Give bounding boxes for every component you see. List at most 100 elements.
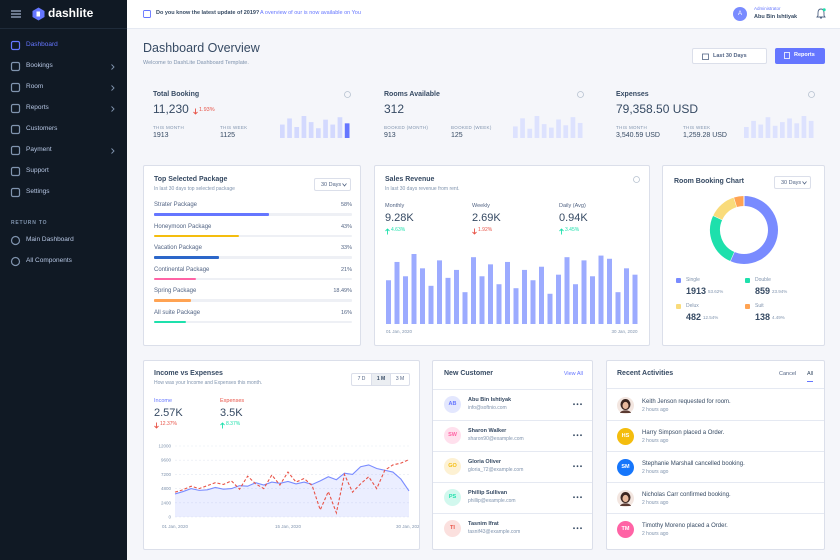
menu-label: Dashboard <box>26 41 58 48</box>
menu-item[interactable]: Support <box>0 165 127 179</box>
user-avatar[interactable]: A <box>733 7 747 21</box>
row-divider <box>607 513 824 514</box>
dropdown-button[interactable]: 30 Days <box>314 178 351 191</box>
notification-bell-icon <box>816 8 826 19</box>
reports-icon <box>784 52 790 59</box>
menu-label: Bookings <box>26 62 53 69</box>
card-subtitle: How was your Income and Expenses this mo… <box>154 380 263 386</box>
menu-item[interactable]: Bookings <box>0 60 127 74</box>
metric-value: 2.69K <box>472 212 501 224</box>
activity-avatar: SM <box>617 459 634 476</box>
date-range-button[interactable]: Last 30 Days <box>692 48 767 64</box>
menu-item[interactable]: Settings <box>0 186 127 200</box>
legend-count: 138 <box>755 312 771 322</box>
menu-icon <box>10 166 21 177</box>
stat-bar <box>520 118 525 138</box>
stat-bar <box>744 127 749 138</box>
range-tab[interactable]: 7 D <box>357 376 366 382</box>
arrow-shape <box>559 227 564 234</box>
card-title: New Customer <box>444 370 494 377</box>
activity-tab[interactable]: All <box>807 371 814 382</box>
dot <box>573 496 575 499</box>
package-percent: 18.49% <box>333 288 352 294</box>
dot <box>576 465 579 468</box>
x-tick-label: 30 Jan, 2020 <box>396 524 420 529</box>
calendar-icon <box>702 53 709 60</box>
photo-body <box>620 410 631 413</box>
dropdown-label: 30 Days <box>781 180 802 186</box>
progress-track <box>154 320 352 323</box>
chevron <box>111 64 115 70</box>
user-photo <box>617 397 634 414</box>
info-circle <box>577 91 584 98</box>
arrow-up-icon <box>220 421 225 428</box>
stat-bar <box>794 123 800 138</box>
card-title: Top Selected Package <box>154 176 228 183</box>
activity-tab[interactable]: Cancel <box>779 371 797 377</box>
progress-track <box>154 256 352 259</box>
menu-icon-shape <box>10 124 21 135</box>
x-tick-label: 01 Jan, 2020 <box>386 329 413 334</box>
activity-text: Stephanie Marshall cancelled booking. <box>642 461 745 467</box>
menu-item[interactable]: Room <box>0 81 127 95</box>
stat-bar <box>323 119 328 138</box>
donut-segment <box>710 215 735 262</box>
sales-bar <box>530 280 536 324</box>
sales-card: Sales Revenue In last 30 days revenue fro… <box>374 165 650 346</box>
return-link[interactable]: Main Dashboard <box>0 234 127 248</box>
menu-icon <box>10 40 21 51</box>
stat-bar <box>787 118 792 138</box>
menu-item[interactable]: Reports <box>0 102 127 116</box>
y-tick-label: 4800 <box>161 486 172 491</box>
row-divider <box>433 389 592 390</box>
activity-time: 2 hours ago <box>642 500 669 506</box>
arrow-down-icon <box>472 228 477 235</box>
progress-bar <box>154 256 220 259</box>
dot <box>580 465 582 468</box>
sales-bar <box>462 292 468 324</box>
row-divider <box>433 451 592 452</box>
info-icon <box>808 91 815 98</box>
sales-bar <box>564 257 570 324</box>
reports-button[interactable]: Reports <box>775 48 825 64</box>
notice-link[interactable]: A overview of our is now available on Yo… <box>260 10 361 16</box>
progress-track <box>154 234 352 237</box>
caret <box>802 181 807 185</box>
more-options-icon <box>573 403 582 406</box>
stat-value: 11,230 <box>153 102 189 116</box>
activity-text: Harry Simpson placed a Order. <box>642 430 725 436</box>
customer-card: New Customer View All AB Abu Bin Ishtiyak in… <box>432 360 593 550</box>
stat-item-value: 1125 <box>220 132 236 139</box>
stat-bar <box>280 124 285 138</box>
caret-icon <box>802 181 807 185</box>
stat-bar <box>801 116 807 138</box>
progress-track <box>154 299 352 302</box>
stat-item-label: BOOKED (MONTH) <box>384 125 429 130</box>
package-name: Strater Package <box>154 202 198 208</box>
stat-card: Rooms Available 312 BOOKED (MONTH) 913 BOOKE… <box>374 82 594 149</box>
dropdown-button[interactable]: 30 Days <box>774 176 811 189</box>
menu-icon-shape <box>10 40 21 51</box>
legend-name: Single <box>686 277 700 283</box>
view-all-link[interactable]: View All <box>563 371 583 377</box>
progress-bar <box>154 277 196 280</box>
sales-bar <box>522 269 527 324</box>
arrow-shape <box>154 422 159 429</box>
menu-item[interactable]: Dashboard <box>0 39 127 53</box>
row-divider <box>607 420 824 421</box>
customer-name: Tasnim Ifrat <box>468 521 499 527</box>
range-tab[interactable]: 3 M <box>390 374 409 385</box>
stat-card: Expenses 79,358.50 USD THIS MONTH 3,540.59 … <box>606 82 825 149</box>
range-tab[interactable]: 1 M <box>371 374 390 385</box>
activity-time: 2 hours ago <box>642 531 669 537</box>
chevron <box>111 148 115 154</box>
progress-bar <box>154 299 191 302</box>
page-title: Dashboard Overview <box>143 41 260 55</box>
user-name[interactable]: Abu Bin Ishtiyak <box>754 14 798 20</box>
chevron-icon <box>111 85 115 91</box>
progress-bar <box>154 320 186 323</box>
legend-name: Delux <box>686 303 699 309</box>
menu-item[interactable]: Customers <box>0 123 127 137</box>
return-link[interactable]: All Components <box>0 255 127 269</box>
menu-item[interactable]: Payment <box>0 144 127 158</box>
